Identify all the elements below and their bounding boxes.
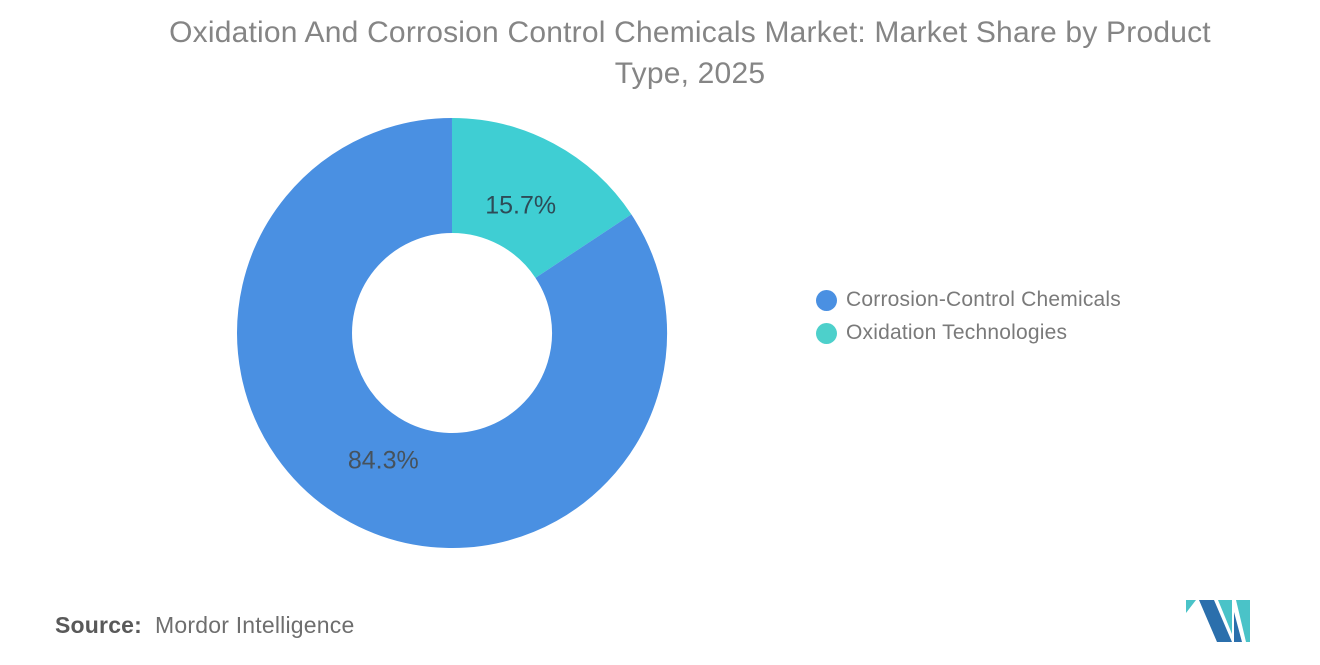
chart-title: Oxidation And Corrosion Control Chemical…: [130, 12, 1250, 94]
legend: Corrosion-Control Chemicals Oxidation Tec…: [816, 288, 1121, 354]
slice-label: 15.7%: [485, 191, 556, 219]
legend-item-label: Oxidation Technologies: [846, 321, 1068, 344]
mordor-intelligence-logo: [1186, 600, 1250, 642]
logo-teal-triangle-left: [1186, 600, 1196, 613]
legend-dot-icon: [816, 289, 837, 311]
chart-title-line1: Oxidation And Corrosion Control Chemical…: [169, 16, 1211, 49]
legend-dot-icon: [816, 322, 837, 344]
logo-teal-block-right: [1236, 600, 1250, 642]
logo-teal-triangle-mid: [1218, 600, 1232, 634]
logo-blue-band: [1199, 600, 1232, 642]
slice-label: 84.3%: [348, 447, 419, 475]
logo-blue-triangle-right: [1234, 612, 1242, 642]
source-value: Mordor Intelligence: [155, 612, 355, 638]
pie-slice-corrosion-control-chemicals: [237, 118, 668, 548]
source-label: Source:: [55, 612, 143, 638]
pie-slice-oxidation-technologies: [450, 118, 632, 280]
chart-title-line2: Type, 2025: [614, 57, 766, 90]
source-line: Source: Mordor Intelligence: [55, 612, 354, 639]
legend-item: Oxidation Technologies: [816, 321, 1121, 345]
legend-item-label: Corrosion-Control Chemicals: [846, 288, 1121, 311]
legend-item: Corrosion-Control Chemicals: [816, 288, 1121, 312]
